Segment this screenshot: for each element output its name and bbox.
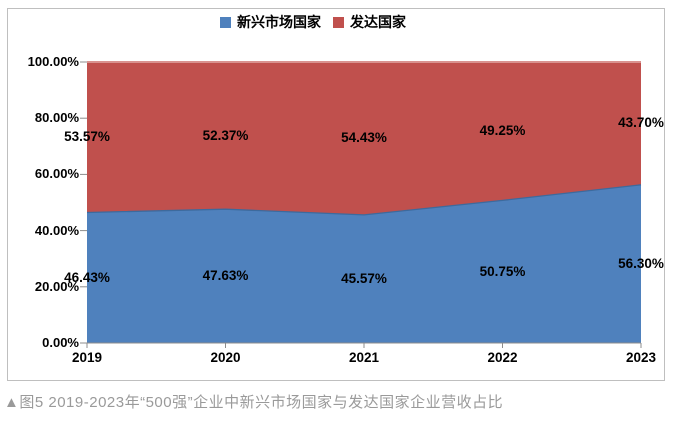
area-developed-countries [87,62,641,215]
legend-swatch-blue-icon [220,16,231,28]
data-label-emerging: 56.30% [618,255,664,271]
data-label-developed: 53.57% [64,129,110,145]
data-label-developed: 52.37% [202,127,249,143]
x-tick-label: 2023 [625,350,657,365]
legend-label-developed-countries: 发达国家 [350,14,406,30]
series-boundary-line [86,184,642,216]
y-tick-label: 0.00% [42,335,79,350]
legend-label-emerging-markets: 新兴市场国家 [237,14,321,30]
data-label-developed: 49.25% [479,123,526,139]
x-tick-label: 2019 [71,350,103,365]
data-label-emerging: 50.75% [479,263,526,279]
chart-legend: 新兴市场国家 发达国家 [0,15,650,29]
y-tick-label: 60.00% [34,166,79,182]
y-tick-label: 20.00% [34,278,79,294]
data-label-emerging: 45.57% [341,270,387,286]
x-tick-label: 2020 [210,350,241,365]
x-tick-label: 2022 [487,350,518,365]
y-tick-label: 100.00% [27,54,79,69]
y-tick-label: 40.00% [34,222,79,238]
x-tick-label: 2021 [348,350,380,365]
data-label-emerging: 46.43% [64,269,110,285]
data-label-emerging: 47.63% [202,268,249,284]
legend-item-developed-countries[interactable]: 发达国家 [333,15,406,29]
legend-item-emerging-markets[interactable]: 新兴市场国家 [220,15,321,29]
data-label-developed: 54.43% [341,130,387,146]
figure-caption: ▲图5 2019-2023年“500强”企业中新兴市场国家与发达国家企业营收占比 [4,394,504,411]
data-label-developed: 43.70% [618,115,664,131]
y-tick-label: 80.00% [34,110,79,126]
legend-swatch-red-icon [333,16,344,28]
area-emerging-markets [87,184,641,343]
